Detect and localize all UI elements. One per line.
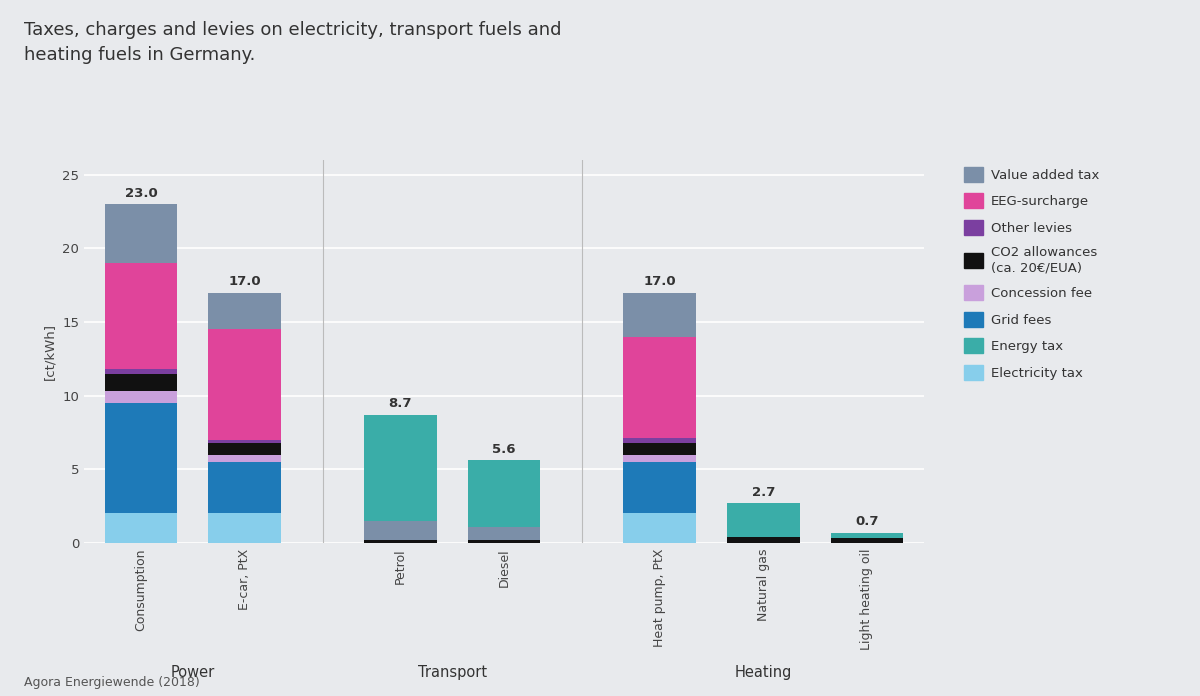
Bar bbox=[830, 539, 904, 543]
Bar bbox=[104, 369, 178, 374]
Y-axis label: [ct/kWh]: [ct/kWh] bbox=[43, 323, 56, 380]
Bar bbox=[104, 514, 178, 543]
Bar bbox=[468, 527, 540, 540]
Bar bbox=[623, 514, 696, 543]
Bar bbox=[104, 204, 178, 263]
Bar bbox=[364, 415, 437, 521]
Text: 2.7: 2.7 bbox=[751, 486, 775, 499]
Text: 8.7: 8.7 bbox=[389, 397, 412, 411]
Bar bbox=[623, 337, 696, 438]
Bar bbox=[623, 292, 696, 337]
Bar bbox=[727, 537, 799, 543]
Text: 17.0: 17.0 bbox=[228, 275, 262, 288]
Bar bbox=[209, 292, 281, 329]
Bar bbox=[209, 440, 281, 443]
Text: 5.6: 5.6 bbox=[492, 443, 516, 456]
Bar bbox=[104, 403, 178, 514]
Bar bbox=[364, 540, 437, 543]
Text: 0.7: 0.7 bbox=[856, 515, 878, 528]
Bar bbox=[830, 532, 904, 539]
Bar bbox=[209, 329, 281, 440]
Bar bbox=[623, 462, 696, 514]
Bar bbox=[623, 454, 696, 462]
Bar bbox=[623, 438, 696, 443]
Legend: Value added tax, EEG-surcharge, Other levies, CO2 allowances
(ca. 20€/EUA), Conc: Value added tax, EEG-surcharge, Other le… bbox=[964, 166, 1099, 380]
Bar bbox=[104, 263, 178, 369]
Text: Transport: Transport bbox=[418, 665, 487, 681]
Bar bbox=[727, 503, 799, 537]
Text: Agora Energiewende (2018): Agora Energiewende (2018) bbox=[24, 676, 199, 689]
Bar bbox=[209, 454, 281, 462]
Bar bbox=[209, 514, 281, 543]
Text: 17.0: 17.0 bbox=[643, 275, 676, 288]
Bar bbox=[468, 461, 540, 527]
Bar bbox=[209, 443, 281, 454]
Bar bbox=[104, 391, 178, 403]
Bar bbox=[104, 374, 178, 391]
Bar bbox=[209, 462, 281, 514]
Text: Heating: Heating bbox=[734, 665, 792, 681]
Text: Power: Power bbox=[170, 665, 215, 681]
Bar bbox=[364, 521, 437, 540]
Bar bbox=[623, 443, 696, 454]
Bar bbox=[468, 540, 540, 543]
Text: 23.0: 23.0 bbox=[125, 187, 157, 200]
Text: Taxes, charges and levies on electricity, transport fuels and
heating fuels in G: Taxes, charges and levies on electricity… bbox=[24, 21, 562, 64]
